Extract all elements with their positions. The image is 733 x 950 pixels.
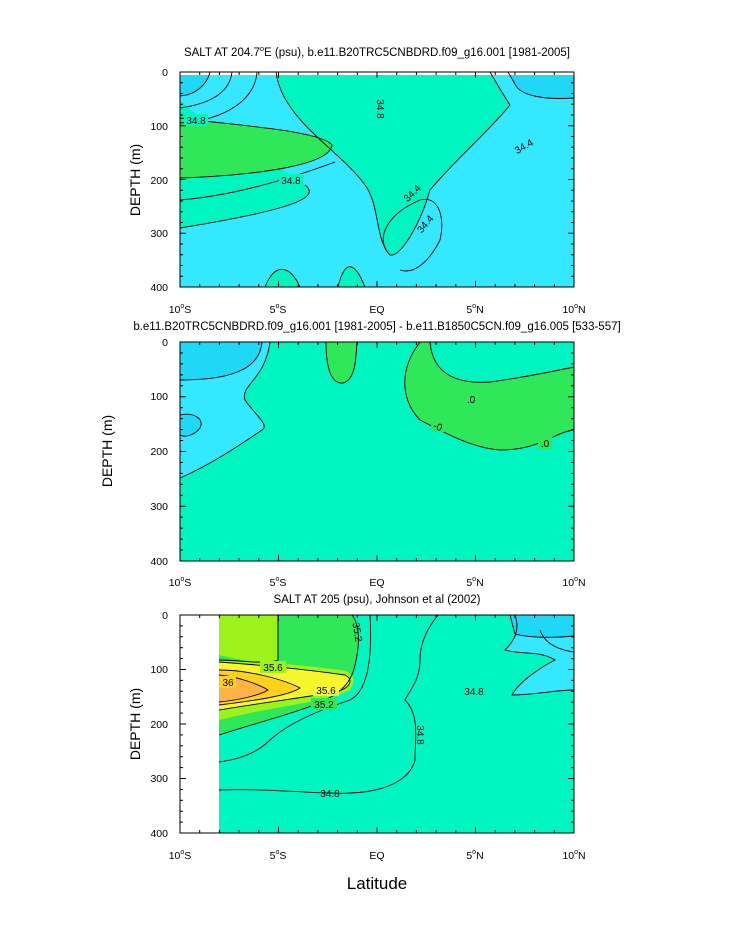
- y-tick-label: 0: [162, 67, 168, 79]
- panel-1-ylabel: DEPTH (m): [127, 144, 143, 216]
- panel-1-plot: 34.8 34.8 34.8 34.4 34.4 34.4: [179, 71, 575, 288]
- p1-fill-mid: [180, 72, 510, 256]
- p3-contour-labels: 35.2 35.6 36 35.6 35.2 34.8 34.8 34.8: [220, 622, 484, 800]
- p1-x-tick-labels: 10oS 5oS EQ 5oN 10oN: [169, 303, 586, 316]
- svg-text:35.6: 35.6: [263, 663, 283, 674]
- y-tick-label: 100: [150, 664, 168, 676]
- p1-contour-lines: [179, 71, 575, 288]
- p2-contour-labels: .0 -0 .0: [431, 393, 552, 450]
- y-tick-label: 0: [162, 337, 168, 349]
- svg-text:-0: -0: [431, 421, 444, 435]
- panel-3-plot: 35.2 35.6 36 35.6 35.2 34.8 34.8 34.8: [218, 614, 575, 833]
- p3-contour-lines: [218, 614, 575, 794]
- svg-text:34.8: 34.8: [374, 99, 385, 119]
- p2-x-tick-labels: 10oS 5oS EQ 5oN 10oN: [169, 576, 586, 589]
- x-tick-label: 10oS: [169, 576, 192, 589]
- panel-1: SALT AT 204.7oE (psu), b.e11.B20TRC5CNBD…: [127, 44, 586, 316]
- p2-fill-dark-1: [180, 342, 262, 380]
- panel-2-title: b.e11.B20TRC5CNBDRD.f09_g16.001 [1981-20…: [133, 321, 620, 333]
- panel-2: b.e11.B20TRC5CNBDRD.f09_g16.001 [1981-20…: [99, 321, 621, 589]
- y-tick-label: 200: [150, 446, 168, 458]
- x-tick-label: 5oS: [270, 303, 287, 316]
- p2-y-tick-labels: 0 100 200 300 400: [150, 337, 168, 568]
- p1-fill-light-2: [508, 72, 574, 99]
- panel-2-ylabel: DEPTH (m): [99, 415, 115, 487]
- p1-ticks: [179, 71, 575, 288]
- x-tick-label: 5oS: [270, 849, 287, 862]
- svg-text:34.8: 34.8: [320, 789, 340, 800]
- y-tick-label: 300: [150, 228, 168, 240]
- x-tick-label: 10oS: [169, 849, 192, 862]
- p3-ticks: [179, 614, 575, 834]
- p3-fill-dark: [510, 615, 574, 638]
- p2-fill-high-2: [404, 342, 574, 450]
- p1-y-tick-labels: 0 100 200 300 400: [150, 67, 168, 294]
- y-tick-label: 400: [150, 556, 168, 568]
- x-tick-label: 10oN: [562, 576, 585, 589]
- x-tick-label: 5oN: [466, 849, 483, 862]
- y-tick-label: 100: [150, 121, 168, 133]
- svg-text:.0: .0: [541, 439, 550, 450]
- y-tick-label: 400: [150, 828, 168, 840]
- x-tick-label: 5oN: [466, 303, 483, 316]
- x-tick-label: 5oN: [466, 576, 483, 589]
- x-tick-label: 5oS: [270, 576, 287, 589]
- p2-fill-dark-2: [180, 414, 202, 437]
- x-tick-label: 10oN: [562, 849, 585, 862]
- svg-text:35.6: 35.6: [316, 686, 336, 697]
- p2-ticks: [179, 341, 575, 562]
- p3-x-tick-labels: 10oS 5oS EQ 5oN 10oN: [169, 849, 586, 862]
- figure-xlabel: Latitude: [347, 874, 408, 893]
- p1-fill-mid-4: [338, 266, 365, 287]
- panel-3-ylabel: DEPTH (m): [127, 688, 143, 760]
- svg-text:36: 36: [222, 678, 234, 689]
- svg-text:34.8: 34.8: [281, 176, 301, 187]
- y-tick-label: 200: [150, 175, 168, 187]
- y-tick-label: 400: [150, 282, 168, 294]
- panel-3-title: SALT AT 205 (psu), Johnson et al (2002): [274, 594, 481, 606]
- svg-text:.0: .0: [467, 395, 476, 406]
- svg-text:34.8: 34.8: [464, 687, 484, 698]
- panel-3: SALT AT 205 (psu), Johnson et al (2002): [127, 594, 586, 862]
- p3-y-tick-labels: 0 100 200 300 400: [150, 610, 168, 840]
- x-tick-label: 10oS: [169, 303, 192, 316]
- y-tick-label: 300: [150, 773, 168, 785]
- svg-text:34.8: 34.8: [186, 116, 206, 127]
- svg-text:35.2: 35.2: [314, 700, 334, 711]
- x-tick-label: EQ: [369, 850, 384, 862]
- p3-fill-lime: [219, 615, 278, 663]
- p2-contour-lines: [179, 341, 575, 479]
- x-tick-label: 10oN: [562, 303, 585, 316]
- y-tick-label: 100: [150, 391, 168, 403]
- panel-1-title: SALT AT 204.7oE (psu), b.e11.B20TRC5CNBD…: [184, 44, 570, 59]
- y-tick-label: 300: [150, 501, 168, 513]
- y-tick-label: 200: [150, 719, 168, 731]
- p2-fill-high-1: [326, 342, 357, 384]
- x-tick-label: EQ: [369, 304, 384, 316]
- svg-text:34.8: 34.8: [414, 725, 425, 745]
- x-tick-label: EQ: [369, 577, 384, 589]
- svg-text:35.2: 35.2: [349, 622, 363, 644]
- y-tick-label: 0: [162, 610, 168, 622]
- panel-2-plot: .0 -0 .0: [179, 341, 575, 561]
- p1-fill-light-1: [180, 72, 210, 96]
- p1-fill-high: [180, 118, 332, 178]
